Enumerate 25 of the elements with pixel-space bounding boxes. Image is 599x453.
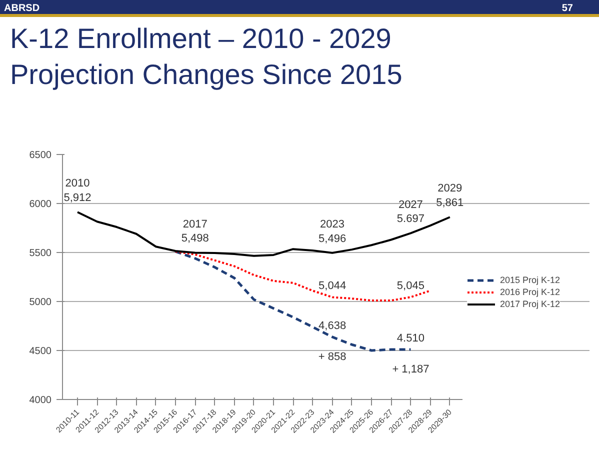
y-tick-label: 6000 bbox=[29, 199, 52, 210]
annotation: + 1,187 bbox=[392, 364, 430, 376]
annotation: 2017 5,498 bbox=[181, 218, 209, 245]
legend-label: 2017 Proj K-12 bbox=[500, 299, 560, 309]
line-series bbox=[76, 211, 451, 257]
legend-label: 2015 Proj K-12 bbox=[500, 275, 560, 285]
y-tick-label: 5000 bbox=[29, 297, 52, 308]
annotation: 5,044 bbox=[318, 280, 346, 292]
text: ABRSD bbox=[4, 2, 40, 16]
y-tick-label: 6500 bbox=[29, 150, 52, 161]
legend-label: 2016 Proj K-12 bbox=[500, 287, 560, 297]
annotation: 4,638 bbox=[318, 320, 346, 332]
annotation: 4.510 bbox=[396, 332, 424, 345]
chart-title: K-12 Enrollment – 2010 - 2029 Projection Changes Since 2015 bbox=[10, 22, 404, 92]
annotation: 5,045 bbox=[396, 280, 424, 292]
annotation: 2027 5.697 bbox=[396, 198, 424, 226]
annotation: 2023 5,496 bbox=[318, 218, 346, 245]
y-tick-label: 4500 bbox=[29, 346, 52, 357]
annotation: 2010 5,912 bbox=[64, 178, 92, 204]
y-tick-label: 4000 bbox=[29, 395, 52, 406]
y-tick-label: 5500 bbox=[29, 248, 52, 259]
text: 57 bbox=[562, 2, 573, 16]
annotation: 2029 5,861 bbox=[436, 182, 464, 210]
annotation: + 858 bbox=[318, 350, 346, 363]
line-series bbox=[174, 250, 432, 302]
